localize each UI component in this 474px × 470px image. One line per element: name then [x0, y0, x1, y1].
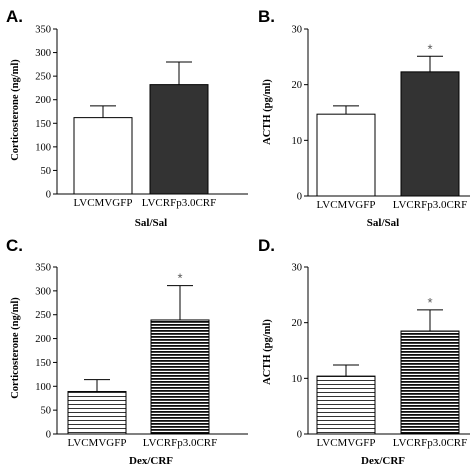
panel-label-c: C. [6, 236, 23, 255]
y-tick-label-c: 300 [35, 286, 51, 297]
panel-d: D. ACTH (pg/ml) Dex/CRF [258, 236, 405, 467]
y-tick-label-b: 10 [292, 136, 303, 147]
category-label-c-1: LVCMVGFP [68, 437, 127, 449]
plot-c: 0 50 100 150 200 250 300 350 LVCMVGFP LVCRFp3.0CR… [35, 263, 248, 449]
y-tick-label-a: 150 [35, 119, 51, 130]
category-label-a-1: LVCMVGFP [74, 197, 133, 209]
y-tick-label-c: 50 [41, 406, 52, 417]
panel-label-b: B. [258, 7, 275, 26]
y-tick-label-d: 30 [292, 263, 303, 274]
bar-a-1 [73, 117, 133, 195]
y-tick-label-c: 250 [35, 310, 51, 321]
category-label-b-2: LVCRFp3.0CRF [393, 199, 468, 211]
bar-b-1 [316, 113, 376, 197]
y-tick-label-d: 10 [292, 374, 303, 385]
y-tick-label-a: 300 [35, 48, 51, 59]
plot-b: 0 10 20 30 LVCMVGFP LVCRFp3.0CRF * [292, 25, 470, 211]
y-tick-label-a: 350 [35, 25, 51, 36]
plot-a: 0 50 100 150 200 250 300 350 LVCMVGFP LVCRFp3.0CR… [35, 25, 248, 209]
significance-marker-b: * [427, 41, 432, 56]
y-tick-label-c: 100 [35, 382, 51, 393]
y-axis-title-b: ACTH (pg/ml) [262, 79, 273, 145]
y-tick-label-a: 250 [35, 72, 51, 83]
y-tick-label-a: 0 [46, 190, 51, 201]
panel-label-d: D. [258, 236, 275, 255]
y-tick-label-b: 30 [292, 25, 303, 36]
y-axis-title-a: Corticosterone (ng/ml) [10, 59, 21, 161]
x-axis-title-c: Dex/CRF [129, 455, 173, 467]
y-tick-label-b: 20 [292, 80, 303, 91]
panel-b: B. ACTH (pg/ml) Sal/Sal [258, 7, 399, 229]
significance-marker-d: * [427, 295, 432, 310]
significance-marker-c: * [177, 271, 182, 286]
bar-d-1 [316, 375, 376, 435]
category-label-d-1: LVCMVGFP [317, 437, 376, 449]
y-tick-label-a: 100 [35, 142, 51, 153]
y-tick-label-a: 200 [35, 95, 51, 106]
y-tick-label-b: 0 [297, 192, 302, 203]
y-tick-label-c: 150 [35, 358, 51, 369]
panel-label-a: A. [6, 7, 23, 26]
y-axis-title-c: Corticosterone (ng/ml) [10, 297, 21, 399]
panel-c: C. Corticosterone (ng/ml) Dex/CRF [6, 236, 173, 467]
bar-b-2 [400, 71, 460, 197]
bar-d-2 [400, 330, 460, 435]
y-tick-label-d: 20 [292, 318, 303, 329]
bar-c-1 [67, 391, 127, 435]
y-tick-label-c: 0 [46, 430, 51, 441]
y-tick-label-c: 200 [35, 334, 51, 345]
y-tick-label-d: 0 [297, 430, 302, 441]
x-axis-title-d: Dex/CRF [361, 455, 405, 467]
bar-a-2 [149, 84, 209, 195]
x-axis-title-a: Sal/Sal [135, 217, 167, 229]
bar-c-2 [150, 319, 210, 435]
y-tick-label-c: 350 [35, 263, 51, 274]
x-axis-title-b: Sal/Sal [367, 217, 399, 229]
category-label-d-2: LVCRFp3.0CRF [393, 437, 468, 449]
panel-a: A. Corticosterone (ng/ml) Sal/Sal [6, 7, 167, 229]
y-axis-title-d: ACTH (pg/ml) [262, 319, 273, 385]
category-label-a-2: LVCRFp3.0CRF [142, 197, 217, 209]
category-label-c-2: LVCRFp3.0CRF [143, 437, 218, 449]
y-tick-label-a: 50 [41, 166, 52, 177]
category-label-b-1: LVCMVGFP [317, 199, 376, 211]
plot-d: 0 10 20 30 LVCMVGFP LVCRFp3.0CRF * [292, 263, 470, 449]
